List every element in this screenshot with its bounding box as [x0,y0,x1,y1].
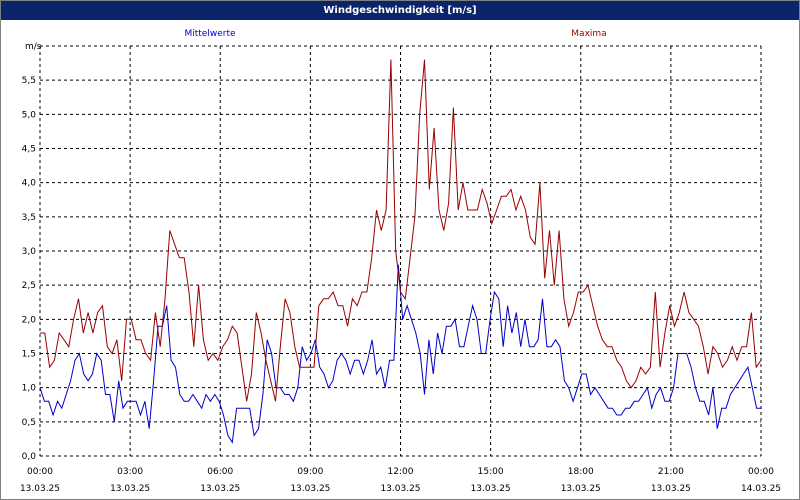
x-tick-time: 09:00 [297,467,323,477]
axes: 0,0 0,5 1,0 1,5 2,0 2,5 3,0 3,5 4,0 4,5 5,0 5,5 00:0… [20,76,781,494]
x-tick-date: 13.03.25 [200,484,240,494]
series-line-maxima [40,59,762,402]
x-tick-time: 21:00 [658,467,684,477]
x-tick-time: 00:00 [748,467,774,477]
y-tick-label: 5,0 [22,110,37,120]
x-tick-date: 13.03.25 [561,484,601,494]
x-tick-date: 14.03.25 [741,484,781,494]
y-axis-label: m/s [25,42,42,52]
x-tick-time: 00:00 [27,467,53,477]
y-tick-label: 0,5 [22,418,36,428]
legend-mittelwerte: Mittelwerte [184,29,235,39]
window-title: Windgeschwindigkeit [m/s] [1,1,799,20]
grid [39,45,762,457]
y-tick-label: 3,0 [22,247,37,257]
legend-maxima: Maxima [571,29,606,39]
series [39,59,762,444]
y-tick-label: 0,0 [22,452,37,462]
y-tick-label: 5,5 [22,76,36,86]
x-tick-time: 18:00 [568,467,594,477]
x-tick-date: 13.03.25 [380,484,420,494]
x-tick-date: 13.03.25 [110,484,150,494]
x-tick-time: 12:00 [388,467,414,477]
y-tick-label: 4,5 [22,145,36,155]
y-tick-label: 4,0 [22,179,37,189]
x-tick-time: 15:00 [478,467,504,477]
y-tick-label: 2,5 [22,281,36,291]
y-tick-label: 3,5 [22,213,36,223]
x-tick-date: 13.03.25 [20,484,60,494]
x-tick-date: 13.03.25 [290,484,330,494]
x-tick-date: 13.03.25 [471,484,511,494]
x-tick-time: 06:00 [207,467,233,477]
y-tick-label: 1,5 [22,350,36,360]
x-tick-time: 03:00 [117,467,143,477]
y-tick-label: 1,0 [22,384,37,394]
x-tick-date: 13.03.25 [651,484,691,494]
y-tick-label: 2,0 [22,315,37,325]
